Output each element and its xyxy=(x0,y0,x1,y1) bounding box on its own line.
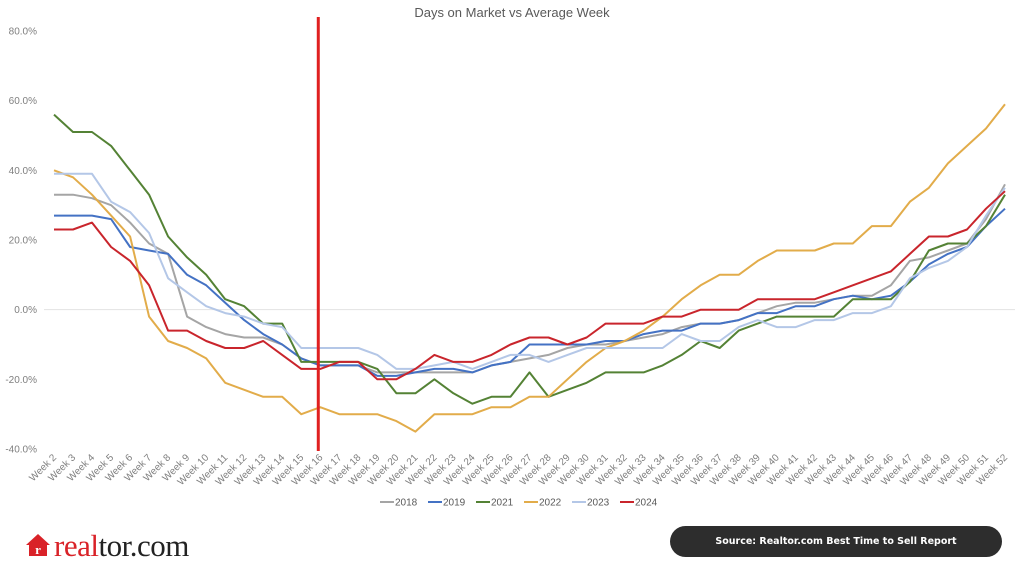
y-tick-label: 20.0% xyxy=(9,236,37,247)
house-icon: r xyxy=(26,534,50,557)
series-line-2021 xyxy=(53,113,1006,405)
y-tick-label: -20.0% xyxy=(5,375,37,386)
legend-label-2019: 2019 xyxy=(443,498,466,509)
series-line-2023 xyxy=(54,172,1006,370)
logo-text-torcom: tor.com xyxy=(98,527,189,563)
series-lines xyxy=(53,103,1006,433)
y-tick-label: 40.0% xyxy=(9,166,37,177)
y-tick-label: -40.0% xyxy=(5,445,37,456)
source-badge: Source: Realtor.com Best Time to Sell Re… xyxy=(670,526,1002,557)
legend-label-2024: 2024 xyxy=(635,498,658,509)
source-label: Source: Realtor.com Best Time to Sell Re… xyxy=(715,536,957,547)
series-line-2022 xyxy=(53,103,1006,433)
y-axis: 80.0% 60.0% 40.0% 20.0% 0.0% -20.0% -40.0% xyxy=(5,27,37,456)
series-line-2024 xyxy=(54,190,1006,381)
legend-label-2023: 2023 xyxy=(587,498,610,509)
chart: Days on Market vs Average Week 80.0% 60.0… xyxy=(5,5,1015,509)
y-tick-label: 60.0% xyxy=(9,96,37,107)
y-tick-label: 0.0% xyxy=(14,305,37,316)
series-line-2019 xyxy=(54,207,1006,377)
legend-label-2021: 2021 xyxy=(491,498,514,509)
legend-label-2018: 2018 xyxy=(395,498,418,509)
legend-label-2022: 2022 xyxy=(539,498,562,509)
chart-title: Days on Market vs Average Week xyxy=(414,5,610,20)
svg-text:r: r xyxy=(35,542,41,557)
realtor-logo: r realtor.com xyxy=(25,528,189,562)
legend: 2018 2019 2021 2022 2023 2024 xyxy=(380,498,658,509)
y-tick-label: 80.0% xyxy=(9,27,37,38)
logo-text-real: real xyxy=(54,527,99,563)
